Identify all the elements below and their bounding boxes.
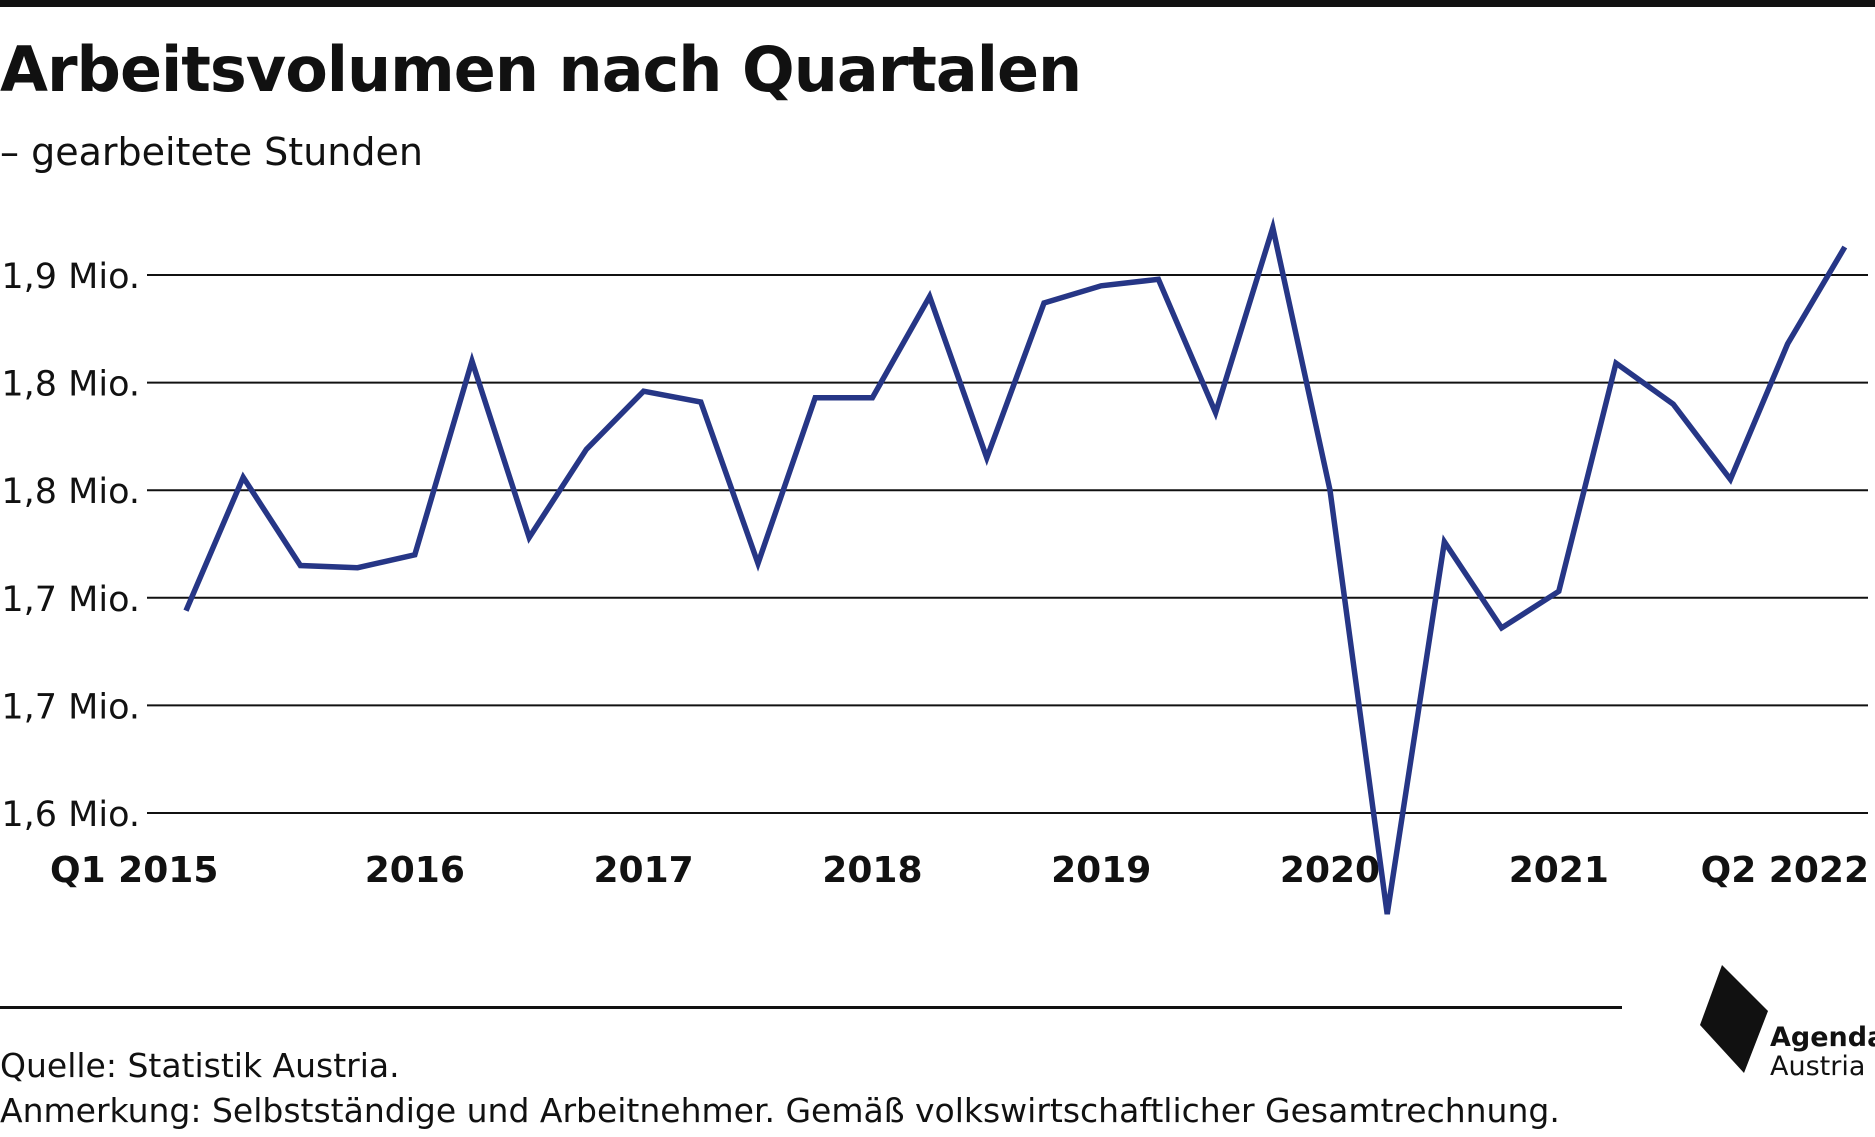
chart-title: Arbeitsvolumen nach Quartalen [0, 33, 1082, 106]
bottom-rule [0, 1006, 1622, 1009]
x-tick-label: 2016 [365, 850, 465, 891]
x-tick-label: Q1 2015 [50, 850, 218, 891]
line-chart: 1,9 Mio. 1,8 Mio. 1,8 Mio. 1,7 Mio. 1,7 Mio.… [1, 216, 1869, 915]
y-tick-label: 1,8 Mio. [1, 365, 140, 405]
y-tick-label: 1,7 Mio. [1, 687, 140, 727]
y-tick-label: 1,9 Mio. [1, 257, 140, 297]
series-line [183, 216, 1848, 915]
agenda-austria-logo: Agenda Austria [1700, 963, 1875, 1083]
top-rule [0, 0, 1875, 7]
series-layer [183, 216, 1848, 915]
x-tick-label: Q2 2022 [1701, 850, 1869, 891]
x-tick-label: 2018 [822, 850, 922, 891]
x-tick-label: 2021 [1509, 850, 1609, 891]
y-tick-labels: 1,9 Mio. 1,8 Mio. 1,8 Mio. 1,7 Mio. 1,7 Mio.… [1, 257, 140, 835]
y-tick-label: 1,7 Mio. [1, 580, 140, 620]
logo-text-agenda: Agenda [1770, 1022, 1875, 1053]
grid-lines [147, 274, 1868, 814]
x-tick-label: 2020 [1280, 850, 1380, 891]
source-note: Quelle: Statistik Austria. [0, 1046, 400, 1085]
remark-note: Anmerkung: Selbstständige und Arbeitnehm… [0, 1091, 1560, 1130]
chart-subtitle: – gearbeitete Stunden [0, 130, 423, 174]
y-tick-label: 1,6 Mio. [1, 795, 140, 835]
x-tick-label: 2019 [1051, 850, 1151, 891]
logo-text-austria: Austria [1770, 1051, 1866, 1082]
logo-mark-icon [1700, 965, 1768, 1073]
y-tick-label: 1,8 Mio. [1, 472, 140, 512]
x-tick-label: 2017 [593, 850, 693, 891]
x-tick-labels: Q1 2015 2016 2017 2018 2019 2020 2021 Q2 2022 [50, 850, 1869, 891]
